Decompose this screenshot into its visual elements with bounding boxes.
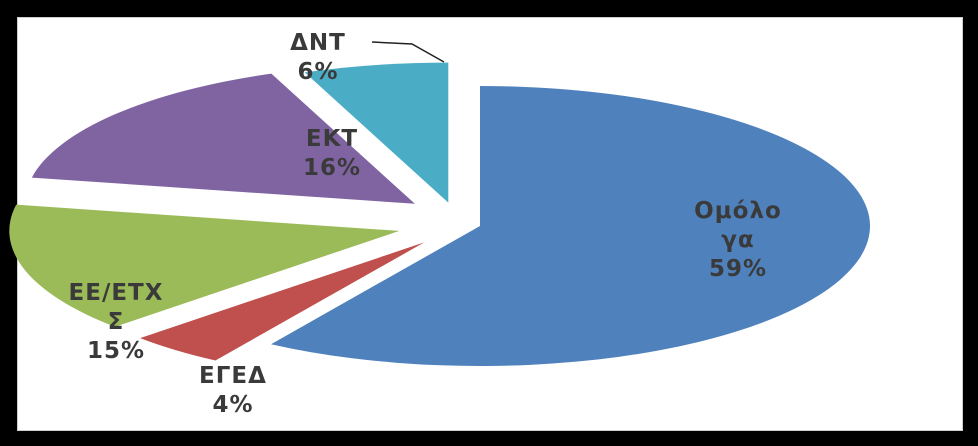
- slice-name-line: ΕΓΕΔ: [199, 363, 267, 389]
- slice-percent: 15%: [87, 338, 145, 364]
- slice-name-line: ΕΚΤ: [306, 126, 358, 152]
- slice-label-2: ΕΕ/ΕΤΧ Σ 15%: [69, 280, 164, 364]
- slice-percent: 4%: [212, 392, 253, 418]
- pie-slice-4: [304, 62, 449, 203]
- slice-name-line: Σ: [108, 309, 125, 335]
- slice-name-line: Ομόλο: [694, 198, 782, 224]
- slice-label-4: ΔΝΤ 6%: [290, 30, 346, 85]
- pie-slice-2: [9, 204, 400, 327]
- slice-label-3: ΕΚΤ 16%: [303, 126, 361, 181]
- slice-name-line: ΕΕ/ΕΤΧ: [69, 280, 164, 306]
- slice-name-line: γα: [721, 227, 754, 253]
- label-leader-line: [371, 41, 445, 63]
- pie-slice-1: [140, 242, 425, 361]
- slice-percent: 16%: [303, 155, 361, 181]
- slice-percent: 59%: [709, 256, 767, 282]
- slice-label-0: Ομόλο γα 59%: [694, 198, 782, 282]
- slice-label-1: ΕΓΕΔ 4%: [199, 363, 267, 418]
- slice-percent: 6%: [297, 59, 338, 85]
- pie-slice-3: [31, 73, 415, 204]
- pie-slice-0: [271, 86, 871, 366]
- slice-name-line: ΔΝΤ: [290, 30, 346, 56]
